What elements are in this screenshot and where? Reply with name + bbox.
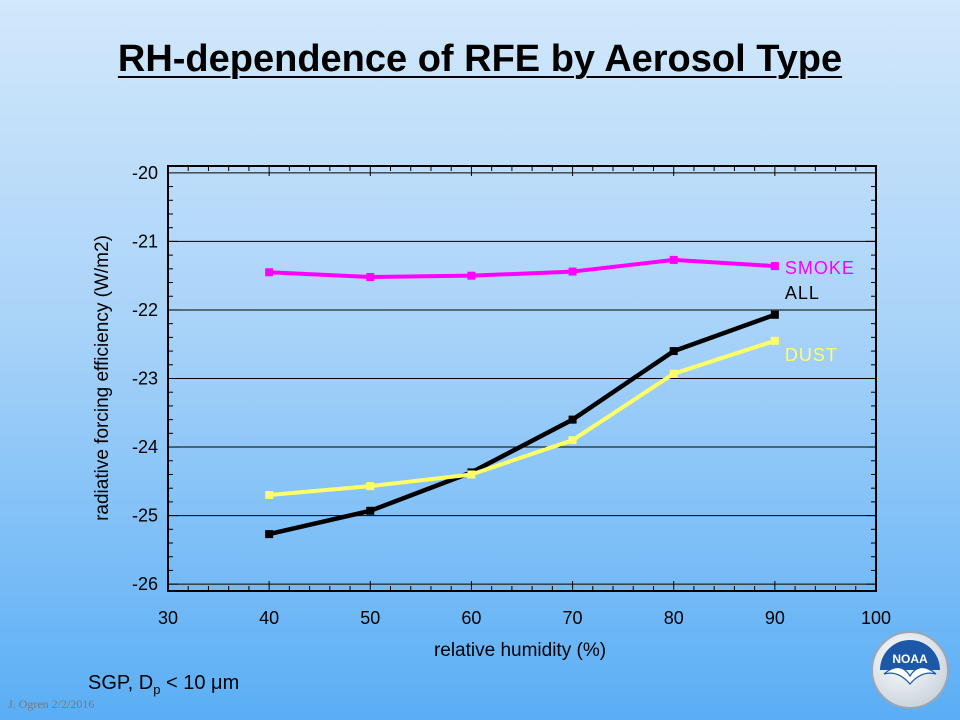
data-point-smoke: [568, 267, 577, 276]
x-tick-label: 70: [563, 608, 583, 628]
y-tick-label: -23: [132, 369, 158, 389]
data-point-all: [669, 347, 678, 356]
x-tick-label: 90: [765, 608, 785, 628]
data-point-smoke: [265, 268, 274, 277]
footnote: SGP, Dp < 10 μm: [88, 672, 239, 697]
series-group: [265, 255, 779, 539]
data-point-smoke: [366, 273, 375, 282]
x-axis-label: relative humidity (%): [434, 640, 606, 661]
data-point-dust: [568, 436, 577, 445]
data-point-dust: [366, 482, 375, 491]
data-point-all: [366, 506, 375, 515]
x-tick-label: 100: [861, 608, 891, 628]
series-smoke: [265, 255, 779, 282]
slide-title: RH-dependence of RFE by Aerosol Type: [117, 38, 843, 80]
x-tick-labels: 30 40 50 60 70 80 90 100: [158, 608, 891, 628]
x-tick-label: 50: [360, 608, 380, 628]
footnote-suffix: < 10 μm: [160, 672, 240, 694]
x-tick-label: 60: [461, 608, 481, 628]
series-line-smoke: [269, 257, 775, 280]
y-tick-label: -21: [132, 231, 158, 251]
x-tick-label: 40: [259, 608, 279, 628]
footnote-prefix: SGP, D: [88, 672, 154, 694]
y-tick-label: -26: [132, 574, 158, 594]
series-dust: [265, 336, 779, 500]
series-label-dust: DUST: [785, 345, 838, 365]
data-point-smoke: [467, 271, 476, 280]
x-tick-label: 80: [664, 608, 684, 628]
data-point-all: [770, 310, 779, 319]
noaa-logo-text: NOAA: [892, 652, 928, 666]
data-point-dust: [467, 470, 476, 479]
y-tick-label: -22: [132, 300, 158, 320]
series-label-all: ALL: [785, 283, 820, 303]
series-labels: SMOKE ALL DUST: [785, 258, 855, 365]
series-line-all: [268, 312, 776, 537]
author-credit: J. Ogren 2/2/2016: [8, 697, 95, 711]
x-tick-label: 30: [158, 608, 178, 628]
series-label-smoke: SMOKE: [785, 258, 855, 278]
data-point-all: [568, 415, 577, 424]
y-tick-label: -20: [132, 163, 158, 183]
tick-marks: [167, 166, 877, 591]
data-point-all: [265, 530, 274, 539]
y-tick-label: -25: [132, 506, 158, 526]
data-point-dust: [265, 491, 274, 500]
noaa-logo-icon: NOAA: [871, 631, 949, 709]
data-point-smoke: [669, 255, 678, 264]
y-tick-labels: -20 -21 -22 -23 -24 -25 -26: [132, 163, 158, 594]
footnote-subscript: p: [153, 682, 161, 697]
data-point-dust: [669, 369, 678, 378]
grid-lines: [168, 172, 876, 585]
series-all: [265, 310, 779, 539]
data-point-dust: [770, 336, 779, 345]
y-axis-label: radiative forcing efficiency (W/m2): [92, 235, 113, 521]
data-point-smoke: [770, 262, 779, 271]
y-tick-label: -24: [132, 437, 158, 457]
series-line-dust: [268, 338, 776, 498]
